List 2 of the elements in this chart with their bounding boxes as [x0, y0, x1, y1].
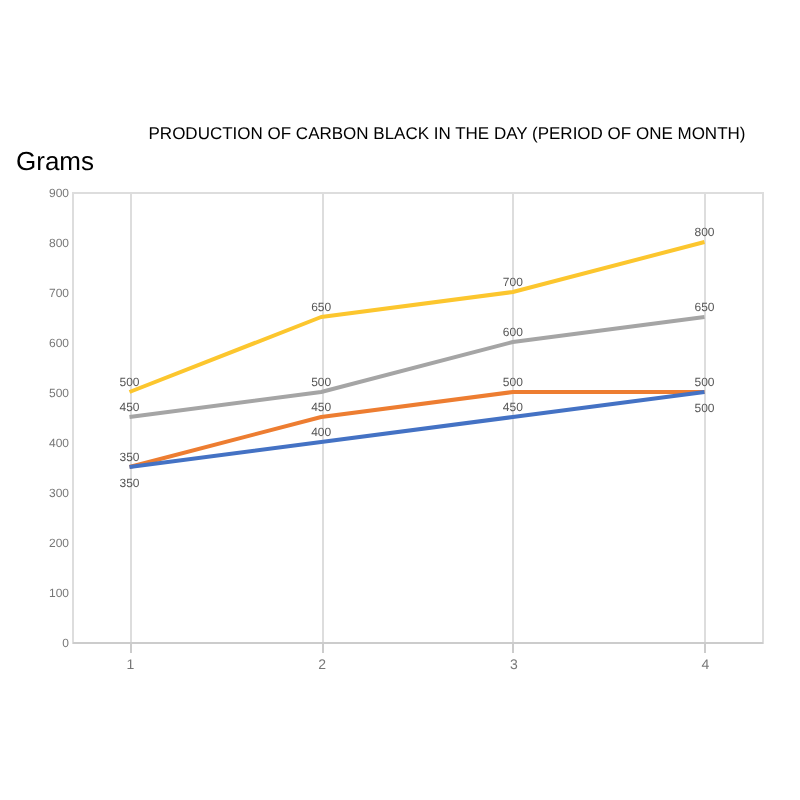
- chart-title: PRODUCTION OF CARBON BLACK IN THE DAY (PERIOD OF ONE MONTH): [148, 123, 746, 143]
- y-axis-title: Grams: [16, 146, 95, 176]
